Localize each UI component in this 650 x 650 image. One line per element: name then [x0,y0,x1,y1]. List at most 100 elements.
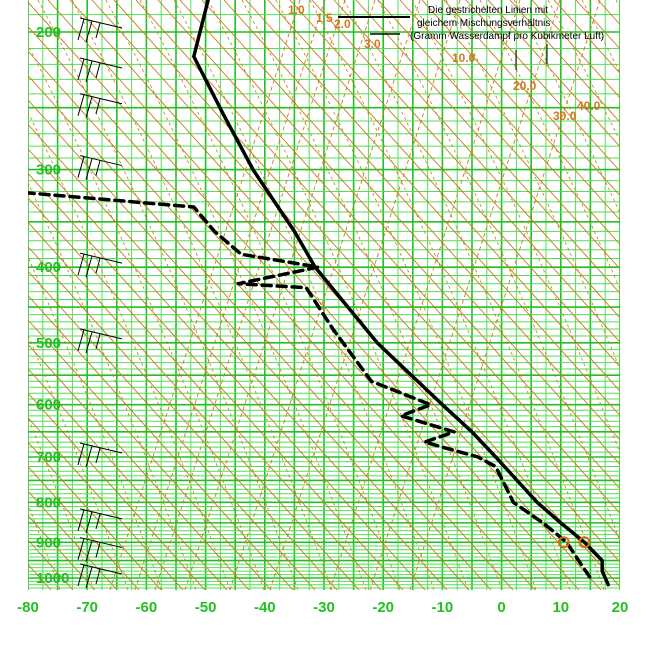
pressure-tick-label: 800 [36,494,61,511]
dry-adiabat-line [28,25,536,590]
wind-barb-feather [85,540,93,562]
moist-adiabat-line [241,0,503,590]
wind-barb-feather [77,538,85,560]
temperature-tick-label: 10 [552,599,569,616]
wind-barb-feather [95,258,101,274]
pressure-tick-label: 600 [36,397,61,414]
dry-adiabat-line [355,0,620,295]
mixing-ratio-line [154,0,346,590]
wind-barb-feather [77,156,85,178]
mixing-ratio-line [134,0,326,590]
wind-barb-feather [85,566,93,589]
dry-adiabat-line [28,343,250,590]
moist-adiabat-line [28,256,163,590]
pressure-labels: 200 300 400 500 600 700 800 900 1000 [36,24,69,587]
wind-barb-feather [95,542,101,558]
wind-barb [77,17,123,43]
dry-adiabat-line [28,245,338,590]
dry-adiabat-line [333,0,620,319]
dry-adiabat-line [245,0,620,417]
dry-adiabat-line [509,0,620,123]
wind-barb-feather [77,94,85,116]
mr-label-6: 20.0 [513,79,537,93]
wind-barb [77,537,123,562]
dry-adiabat-line [642,0,650,590]
wind-barb [77,563,123,589]
dry-adiabat-line [311,0,620,343]
grid [28,0,620,590]
moist-adiabat-line [411,0,620,454]
dry-adiabat-line [223,0,620,441]
wind-barbs [77,17,123,589]
mixing-ratio-line [329,0,521,590]
mixing-ratio-line [409,0,601,590]
temperature-tick-label: -30 [313,599,335,616]
wind-barb-feather [77,18,85,41]
pressure-tick-label: 900 [36,534,61,551]
pressure-tick-label: 700 [36,449,61,466]
temperature-tick-label: -70 [76,599,98,616]
mr-label-3: 2.0 [334,17,351,31]
temperature-tick-label: -20 [372,599,394,616]
wind-barb-staff [79,508,123,520]
dry-adiabat-line [28,588,30,590]
wind-barb-feather [85,331,93,353]
dry-adiabat-line [487,0,620,148]
wind-barb-feather [95,568,101,585]
wind-barb-feather [95,513,101,529]
dry-adiabat-line [113,0,620,563]
moist-adiabat-line [377,0,620,543]
mixing-ratio-line [229,0,421,590]
wind-barb [77,508,123,534]
dry-adiabat-line [443,0,620,197]
moist-adiabat-line [173,0,435,590]
dry-adiabat-line [179,0,620,490]
dry-adiabat-line [399,0,620,246]
mixing-ratio-labels: 1.0 1.5 2.0 3.0 10.0 20.0 30.0 40.0 [288,3,601,123]
temperature-tick-label: -80 [17,599,39,616]
isotherm-lines [28,0,650,590]
dry-adiabat-line [289,0,620,368]
wind-barb-feather [77,329,85,351]
pressure-tick-label: 1000 [36,570,69,587]
temperature-tick-label: -60 [136,599,158,616]
wind-barb-feather [77,509,85,532]
temperature-profile-line [192,0,610,587]
moist-adiabat-line [28,44,265,590]
wind-barb-feather [77,58,85,81]
wind-barb-staff [79,93,123,105]
dry-adiabat-line [28,368,228,590]
temperature-tick-label: 20 [612,599,629,616]
wind-barb-feather [85,96,93,118]
wind-barb-feather [85,158,93,180]
wind-barb [77,93,123,118]
moist-adiabat-line [71,0,333,590]
dry-adiabat-line [377,0,620,270]
dry-adiabat-line [28,319,272,590]
dry-adiabat-line [28,99,470,590]
wind-barb-feather [85,256,93,278]
temperature-marker [578,536,591,549]
wind-barb-feather [77,443,85,466]
mr-label-4: 3.0 [364,37,381,51]
dry-adiabat-line [28,417,184,590]
dry-adiabat-line [28,294,294,590]
legend-line-3: (Gramm Wasserdampf pro Kubikmeter Luft) [410,31,604,42]
wind-barb-feather [85,20,93,43]
temperature-tick-label: 0 [497,599,505,616]
legend-line-2: gleichem Mischungsverhältnis [417,18,550,29]
temperature-tick-label: -10 [432,599,454,616]
pressure-tick-label: 300 [36,162,61,179]
dry-adiabat-line [28,74,492,590]
legend-line-1: Die gestrichelten Linien mit [428,5,548,16]
moist-adiabat-line [28,182,197,590]
wind-barb-staff [79,252,123,264]
moist-adiabat-line [139,0,401,590]
dry-adiabat-line [28,172,404,590]
dewpoint-profile-line [28,191,593,580]
wind-barb [77,252,123,278]
mr-label-2: 1.5 [316,11,333,25]
wind-barb-feather [77,564,85,587]
wind-barb-staff [79,537,123,549]
